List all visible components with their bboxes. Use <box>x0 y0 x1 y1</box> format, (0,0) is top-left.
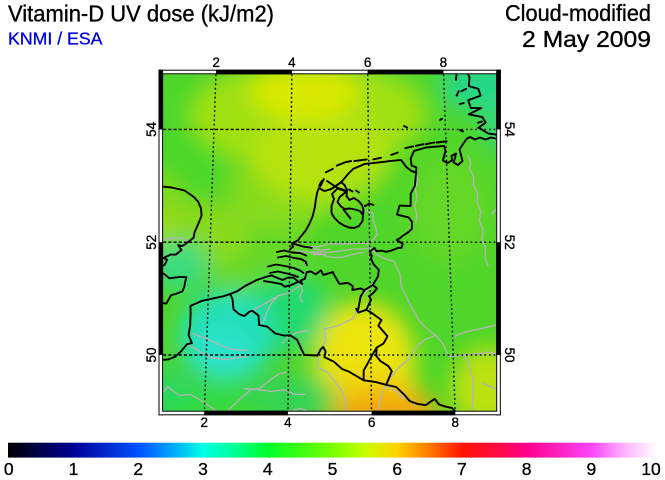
svg-text:5: 5 <box>328 459 338 479</box>
svg-text:6: 6 <box>392 459 402 479</box>
svg-text:50: 50 <box>144 347 159 362</box>
svg-text:10: 10 <box>641 459 661 479</box>
svg-text:4: 4 <box>284 415 292 430</box>
svg-text:2: 2 <box>212 55 220 70</box>
svg-text:8: 8 <box>440 55 448 70</box>
svg-text:9: 9 <box>587 459 597 479</box>
svg-text:54: 54 <box>502 122 517 138</box>
svg-text:0: 0 <box>4 459 14 479</box>
svg-text:Cloud-modified: Cloud-modified <box>505 0 651 26</box>
svg-text:KNMI / ESA: KNMI / ESA <box>8 29 103 49</box>
svg-text:6: 6 <box>368 415 376 430</box>
svg-text:7: 7 <box>457 459 467 479</box>
svg-text:6: 6 <box>364 55 372 70</box>
svg-text:3: 3 <box>198 459 208 479</box>
svg-text:2: 2 <box>133 459 143 479</box>
svg-text:2 May 2009: 2 May 2009 <box>522 26 651 52</box>
svg-text:50: 50 <box>502 347 517 362</box>
svg-text:Vitamin-D UV dose (kJ/m2): Vitamin-D UV dose (kJ/m2) <box>8 1 274 27</box>
svg-text:2: 2 <box>200 415 208 430</box>
svg-text:8: 8 <box>452 415 460 430</box>
svg-text:1: 1 <box>69 459 79 479</box>
svg-text:52: 52 <box>502 235 517 250</box>
svg-text:4: 4 <box>263 459 273 479</box>
svg-text:54: 54 <box>144 121 159 137</box>
svg-text:8: 8 <box>522 459 532 479</box>
svg-text:52: 52 <box>144 235 159 250</box>
svg-text:4: 4 <box>288 55 296 70</box>
